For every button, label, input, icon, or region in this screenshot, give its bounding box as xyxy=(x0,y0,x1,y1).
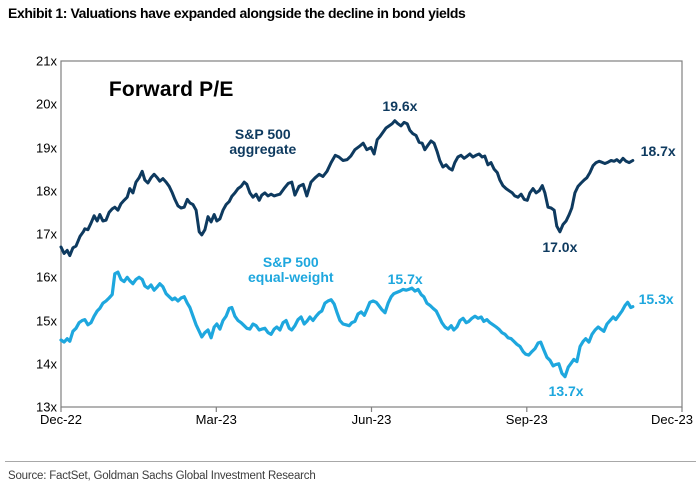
x-tick-label: Sep-23 xyxy=(505,412,548,427)
series-label-s-p-500-equal-weight: S&P 500 equal-weight xyxy=(247,253,334,285)
x-axis-tick-marks xyxy=(60,407,683,412)
x-tick-label: Dec-22 xyxy=(40,412,82,427)
y-tick-label: 13x xyxy=(36,399,57,415)
annotation-15-3x: 15.3x xyxy=(638,290,674,307)
annotation-17-0x: 17.0x xyxy=(542,238,578,255)
x-tick-label: Dec-23 xyxy=(651,412,693,427)
y-tick-label: 21x xyxy=(36,53,57,69)
series-label-s-p-500-aggregate: S&P 500 aggregate xyxy=(229,125,297,157)
y-tick-label: 17x xyxy=(36,226,57,242)
y-tick-label: 15x xyxy=(36,313,57,328)
annotation-19-6x: 19.6x xyxy=(382,97,418,114)
plot-area-border xyxy=(60,60,683,408)
annotation-18-7x: 18.7x xyxy=(640,142,676,159)
annotation-15-7x: 15.7x xyxy=(387,270,423,287)
source-note: Source: FactSet, Goldman Sachs Global In… xyxy=(8,470,316,482)
chart-title: Forward P/E xyxy=(108,77,234,101)
y-tick-label: 18x xyxy=(36,183,57,199)
y-tick-label: 16x xyxy=(36,269,57,285)
footer-divider xyxy=(5,461,696,462)
x-tick-label: Jun-23 xyxy=(351,412,392,427)
line-sp500-aggregate xyxy=(59,119,635,258)
y-tick-label: 19x xyxy=(36,140,57,155)
line-sp500-equal-weight xyxy=(59,270,635,379)
exhibit-title: Exhibit 1: Valuations have expanded alon… xyxy=(8,5,466,21)
y-tick-label: 14x xyxy=(36,356,57,372)
y-tick-label: 20x xyxy=(36,96,57,112)
annotation-13-7x: 13.7x xyxy=(548,382,584,399)
x-tick-label: Mar-23 xyxy=(195,412,237,427)
